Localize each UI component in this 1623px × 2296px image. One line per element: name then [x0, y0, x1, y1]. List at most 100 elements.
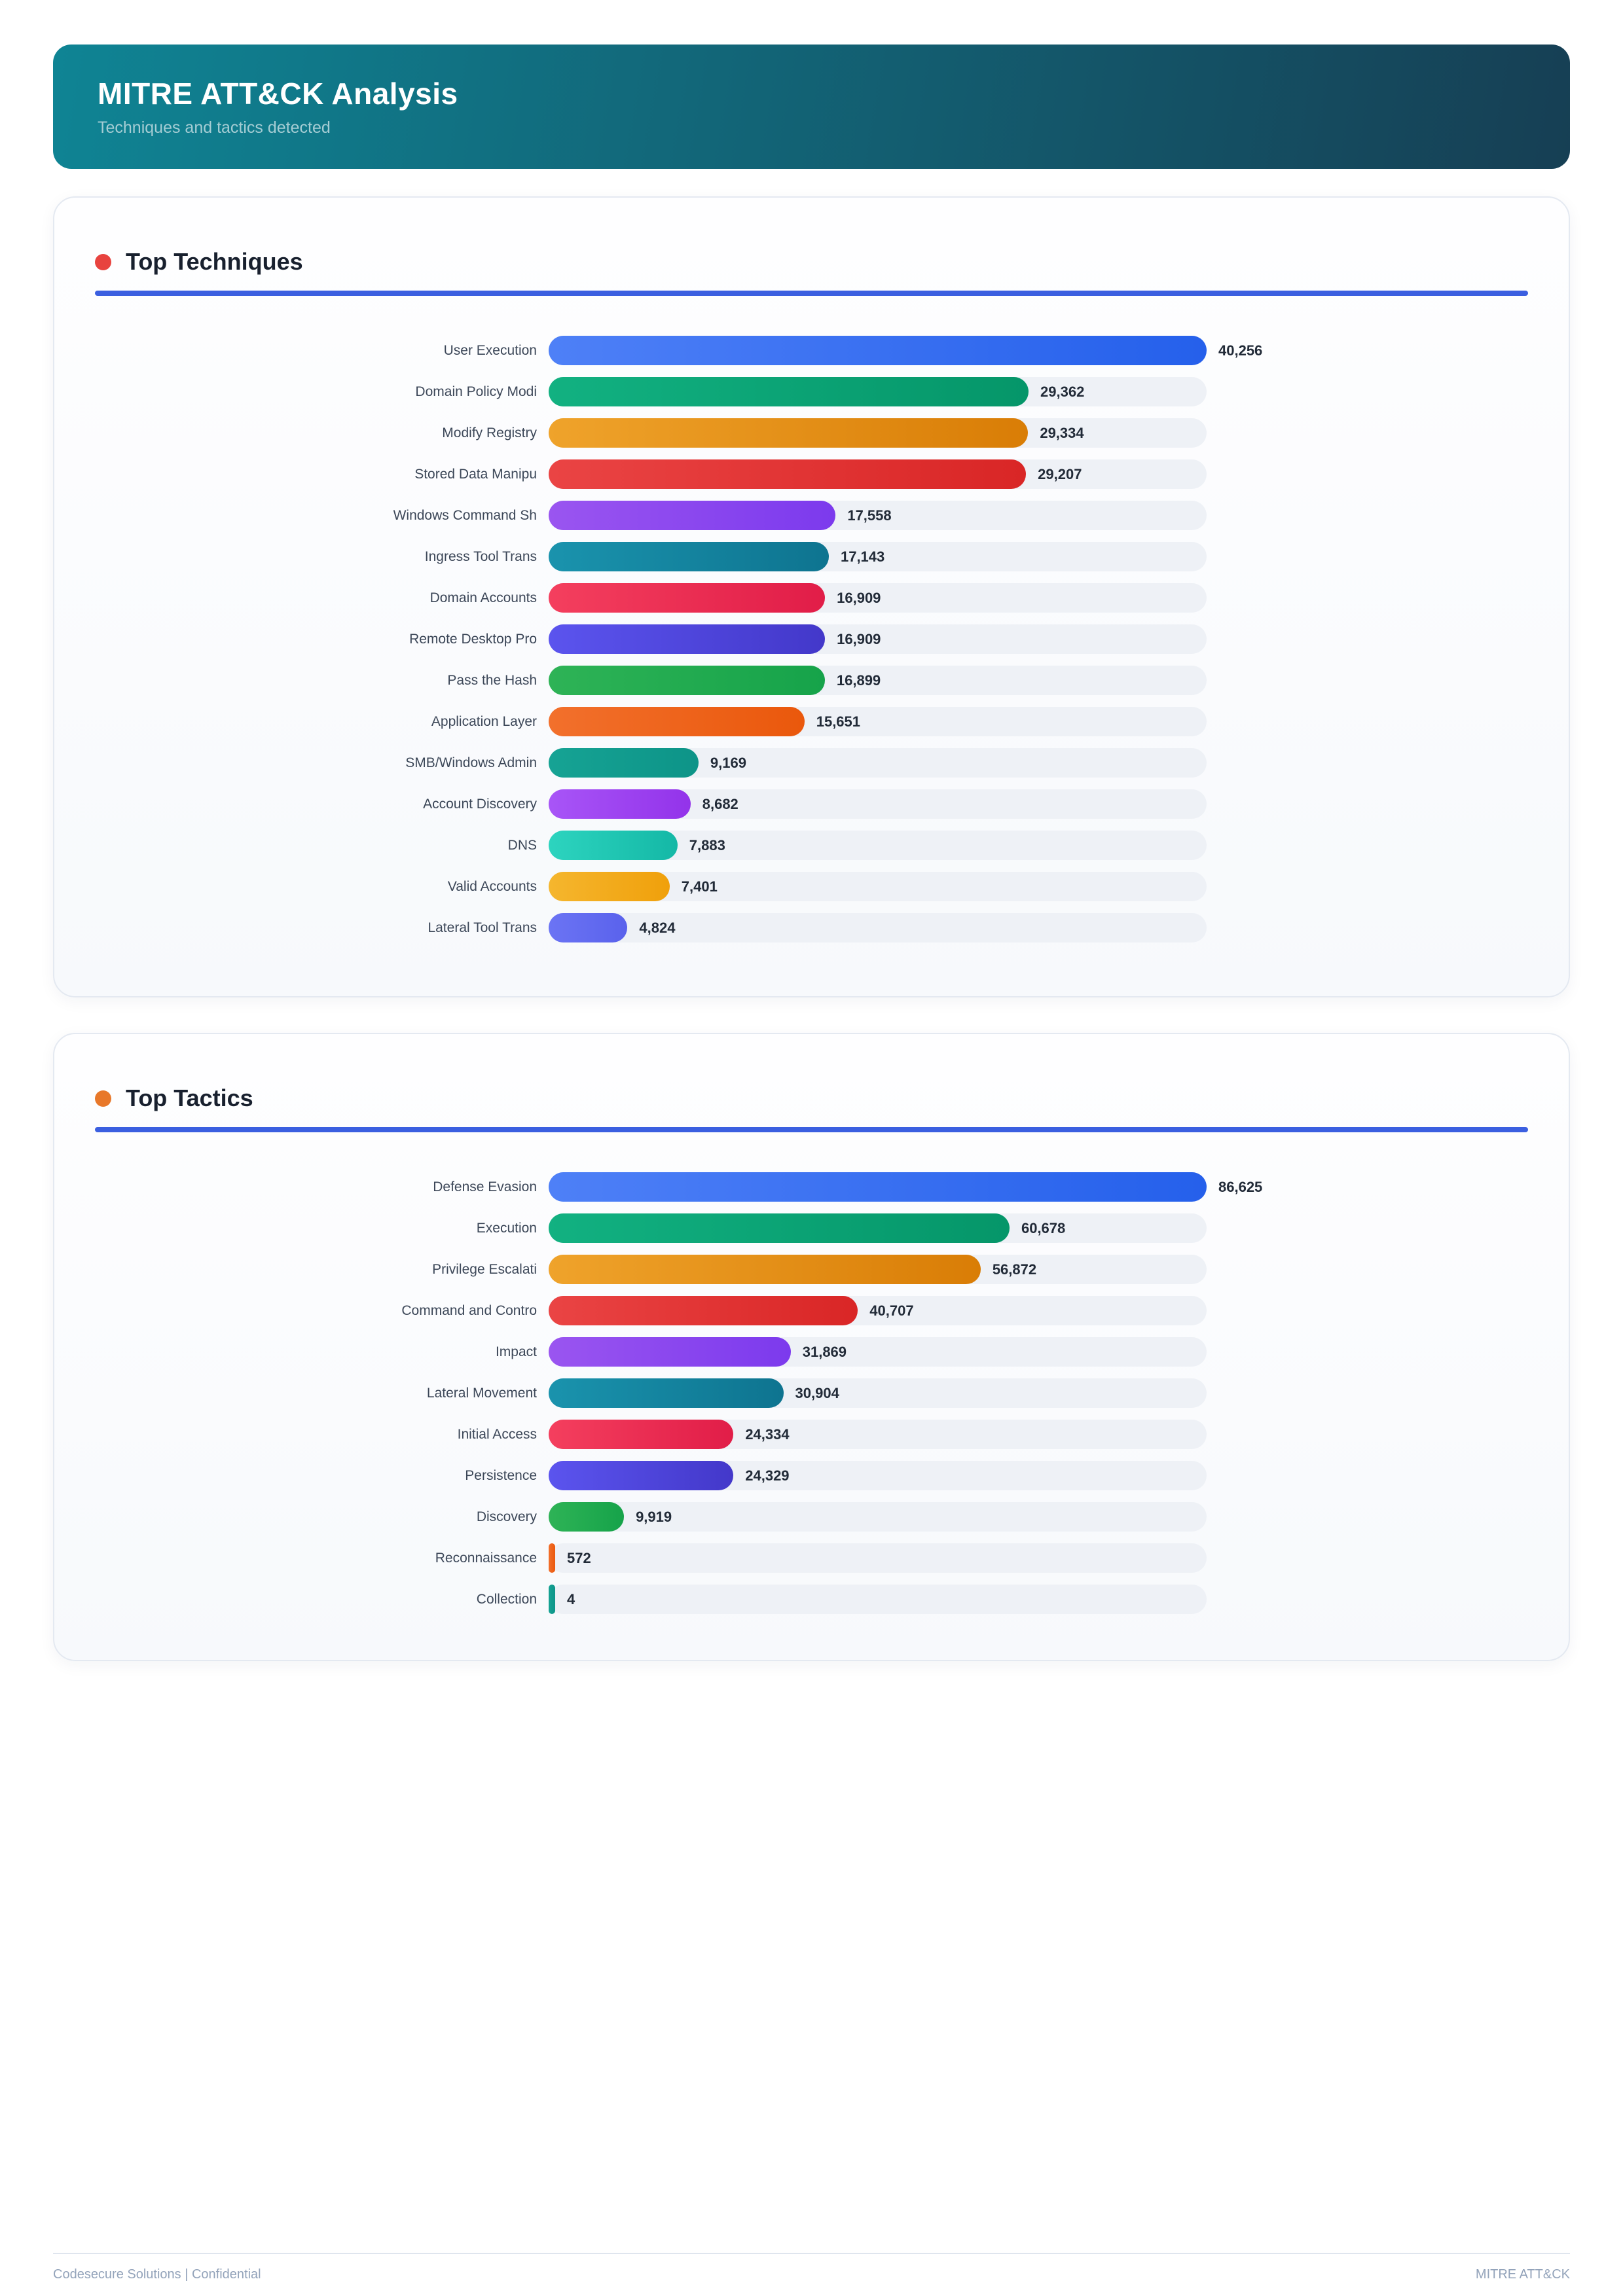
bar-row: User Execution 40,256: [54, 330, 1569, 371]
bar-area: 9,919: [549, 1502, 1207, 1532]
bar-value: 572: [567, 1549, 591, 1566]
bar-value: 60,678: [1021, 1219, 1066, 1236]
bar-fill: [549, 542, 829, 571]
report-title: MITRE ATT&CK Analysis: [98, 76, 458, 111]
bar-fill: [549, 1502, 625, 1532]
bar-row: Domain Accounts 16,909: [54, 577, 1569, 619]
bar-area: 29,334: [549, 418, 1207, 448]
bar-row: DNS 7,883: [54, 825, 1569, 866]
bar-fill: [549, 1213, 1010, 1243]
techniques-card: Top Techniques User Execution 40,256 Domai…: [53, 196, 1570, 997]
tactics-bar-chart: Defense Evasion 86,625 Execution 60,678 Priv…: [54, 1166, 1569, 1620]
bar-value: 29,207: [1038, 465, 1082, 482]
bar-area: 8,682: [549, 789, 1207, 819]
bar-fill: [549, 666, 825, 695]
bar-label: Valid Accounts: [447, 878, 537, 894]
tactics-section-header: Top Tactics: [54, 1085, 1569, 1111]
tactics-card: Top Tactics Defense Evasion 86,625 Executi…: [53, 1033, 1570, 1661]
bar-fill: [549, 1420, 734, 1449]
bar-fill: [549, 1461, 734, 1490]
bar-row: Lateral Tool Trans 4,824: [54, 907, 1569, 948]
bar-value: 30,904: [795, 1384, 839, 1401]
bar-value: 56,872: [992, 1261, 1037, 1278]
bar-area: 7,401: [549, 872, 1207, 901]
bar-label: Command and Contro: [401, 1302, 537, 1318]
bar-row: Impact 31,869: [54, 1331, 1569, 1372]
bar-value: 16,909: [837, 589, 881, 606]
bar-label: Pass the Hash: [447, 672, 537, 688]
bar-value: 9,169: [710, 754, 746, 771]
bar-value: 24,329: [745, 1467, 790, 1484]
bar-label: Impact: [495, 1344, 537, 1359]
bar-row: Windows Command Sh 17,558: [54, 495, 1569, 536]
bar-value: 40,707: [869, 1302, 914, 1319]
bar-row: Defense Evasion 86,625: [54, 1166, 1569, 1208]
bar-value: 29,334: [1040, 424, 1084, 441]
bar-area: 29,207: [549, 459, 1207, 489]
bar-area: 4,824: [549, 913, 1207, 942]
bar-label: Defense Evasion: [433, 1179, 537, 1194]
bar-value: 31,869: [802, 1343, 847, 1360]
bar-value: 7,401: [681, 878, 718, 895]
bar-label: Account Discovery: [423, 796, 537, 812]
bar-fill: [549, 501, 836, 530]
bar-fill: [549, 748, 699, 778]
bar-label: User Execution: [443, 342, 537, 358]
bar-area: 9,169: [549, 748, 1207, 778]
bar-row: Privilege Escalati 56,872: [54, 1249, 1569, 1290]
bar-area: 30,904: [549, 1378, 1207, 1408]
bar-label: Lateral Tool Trans: [428, 920, 537, 935]
bar-fill: [549, 707, 805, 736]
bar-label: Initial Access: [457, 1426, 537, 1442]
bar-fill: [549, 831, 678, 860]
bar-area: 16,909: [549, 624, 1207, 654]
bar-fill: [549, 1378, 784, 1408]
bar-fill: [549, 1337, 791, 1367]
bar-label: Modify Registry: [442, 425, 537, 440]
bar-value: 86,625: [1218, 1178, 1263, 1195]
bar-area: 15,651: [549, 707, 1207, 736]
bar-value: 17,558: [847, 507, 892, 524]
bar-value: 29,362: [1040, 383, 1085, 400]
bar-track: [549, 1502, 1207, 1532]
bar-label: Ingress Tool Trans: [424, 548, 537, 564]
report-header: MITRE ATT&CK Analysis Techniques and tac…: [53, 45, 1570, 169]
bar-label: Windows Command Sh: [393, 507, 537, 523]
bar-row: Modify Registry 29,334: [54, 412, 1569, 454]
bar-value: 8,682: [702, 795, 739, 812]
bar-fill: [549, 789, 691, 819]
bar-track: [549, 1585, 1207, 1614]
bar-area: 56,872: [549, 1255, 1207, 1284]
bar-value: 4,824: [639, 919, 676, 936]
bar-fill: [549, 872, 670, 901]
bar-row: Command and Contro 40,707: [54, 1290, 1569, 1331]
footer-left-text: Codesecure Solutions | Confidential: [53, 2267, 261, 2282]
bar-fill: [549, 1543, 555, 1573]
bar-fill: [549, 336, 1207, 365]
bar-row: Execution 60,678: [54, 1208, 1569, 1249]
techniques-section-title: Top Techniques: [126, 248, 303, 275]
bar-area: 86,625: [549, 1172, 1262, 1202]
bar-fill: [549, 418, 1029, 448]
bar-area: 7,883: [549, 831, 1207, 860]
bar-track: [549, 913, 1207, 942]
bar-area: 60,678: [549, 1213, 1207, 1243]
bar-fill: [549, 624, 826, 654]
bar-value: 9,919: [636, 1508, 672, 1525]
bar-label: Domain Policy Modi: [415, 384, 537, 399]
bar-value: 4: [567, 1590, 575, 1607]
bar-area: 16,909: [549, 583, 1207, 613]
section-bullet-icon: [95, 253, 111, 270]
bar-fill: [549, 459, 1027, 489]
bar-label: Remote Desktop Pro: [409, 631, 537, 647]
bar-fill: [549, 1296, 858, 1325]
bar-row: Valid Accounts 7,401: [54, 866, 1569, 907]
bar-value: 17,143: [840, 548, 885, 565]
bar-area: 17,143: [549, 542, 1207, 571]
report-footer: Codesecure Solutions | Confidential MITR…: [53, 2253, 1570, 2282]
bar-label: Privilege Escalati: [432, 1261, 537, 1277]
bar-fill: [549, 1255, 981, 1284]
bar-value: 15,651: [816, 713, 861, 730]
bar-value: 7,883: [689, 836, 725, 853]
